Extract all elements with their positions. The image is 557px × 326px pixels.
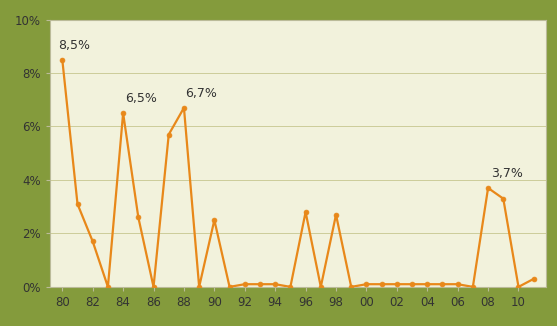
Text: 6,5%: 6,5% [125,92,157,105]
Text: 6,7%: 6,7% [185,87,217,100]
Text: 3,7%: 3,7% [491,167,523,180]
Text: 8,5%: 8,5% [58,39,90,52]
